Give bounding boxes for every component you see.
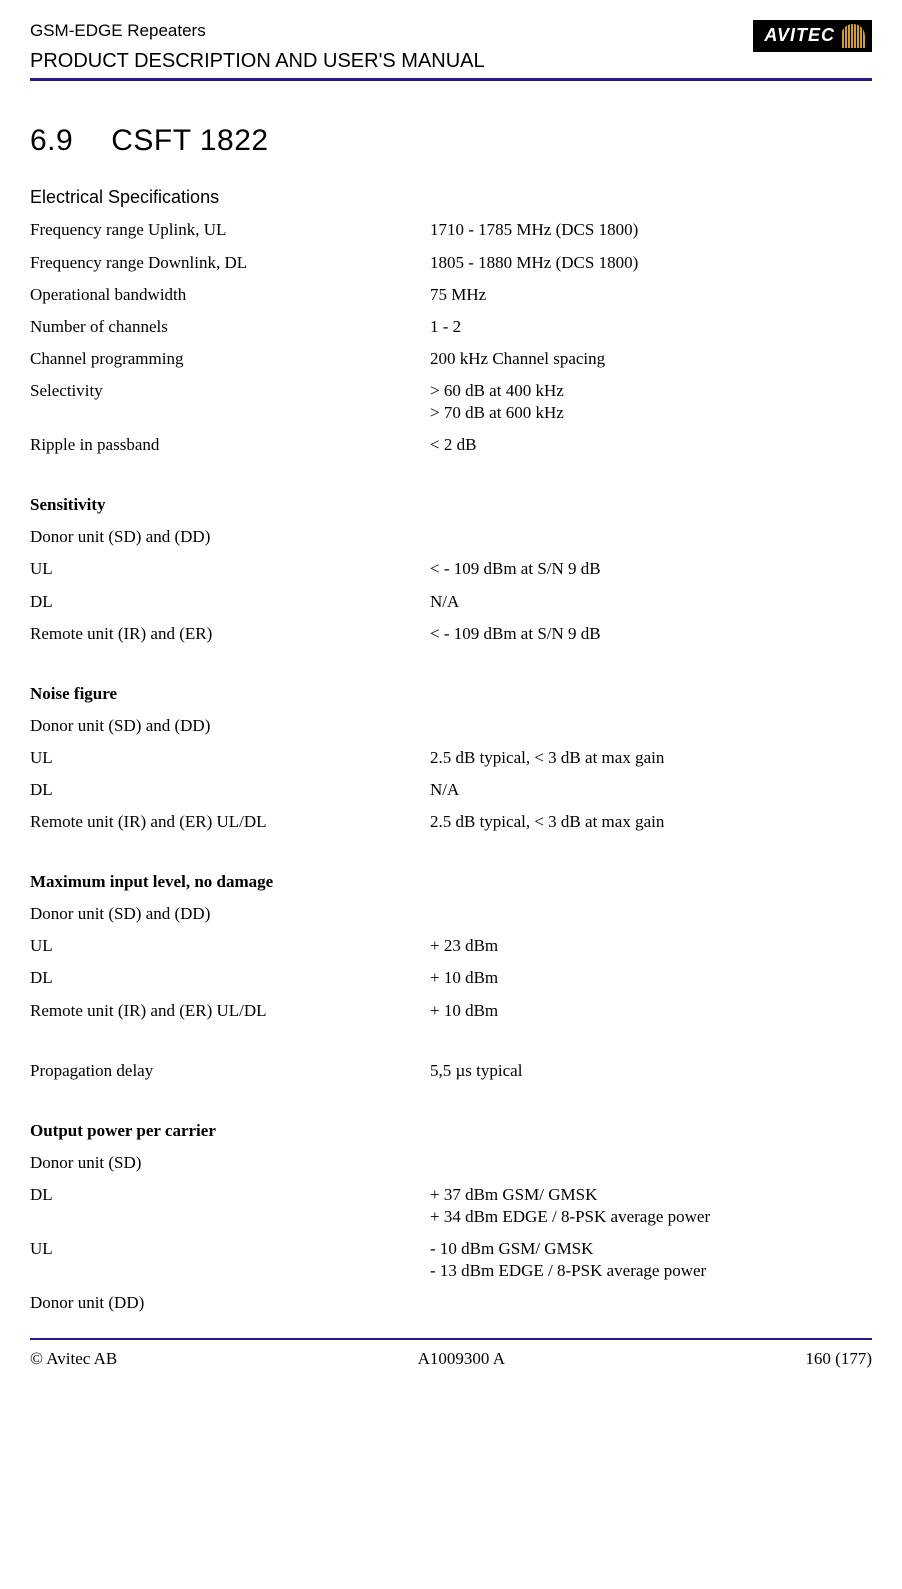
spec-label: Donor unit (SD) and (DD): [30, 526, 430, 548]
spec-label: UL: [30, 747, 430, 769]
spec-row: Number of channels 1 - 2: [30, 316, 872, 338]
spec-value: [430, 1152, 872, 1174]
spec-label: UL: [30, 935, 430, 957]
spec-row: Operational bandwidth 75 MHz: [30, 284, 872, 306]
spec-label: Number of channels: [30, 316, 430, 338]
propagation-value: 5,5 µs typical: [430, 1060, 872, 1082]
spec-label: Donor unit (DD): [30, 1292, 430, 1314]
spec-row: Donor unit (SD) and (DD): [30, 526, 872, 548]
spec-value: < - 109 dBm at S/N 9 dB: [430, 558, 872, 580]
spec-row: Channel programming 200 kHz Channel spac…: [30, 348, 872, 370]
spec-row: Donor unit (SD) and (DD): [30, 903, 872, 925]
spec-label: Frequency range Uplink, UL: [30, 219, 430, 241]
section-title: 6.9 CSFT 1822: [30, 121, 872, 160]
spec-label: Donor unit (SD) and (DD): [30, 903, 430, 925]
footer-copyright: © Avitec AB: [30, 1348, 117, 1370]
spec-label: DL: [30, 779, 430, 801]
spec-row: Donor unit (SD) and (DD): [30, 715, 872, 737]
spec-value: + 10 dBm: [430, 967, 872, 989]
spec-row: Propagation delay 5,5 µs typical: [30, 1060, 872, 1082]
spec-value: 2.5 dB typical, < 3 dB at max gain: [430, 811, 872, 833]
spec-label: Donor unit (SD) and (DD): [30, 715, 430, 737]
spec-row: Remote unit (IR) and (ER) < - 109 dBm at…: [30, 623, 872, 645]
spec-value: < - 109 dBm at S/N 9 dB: [430, 623, 872, 645]
spec-label: Remote unit (IR) and (ER): [30, 623, 430, 645]
spec-row: UL + 23 dBm: [30, 935, 872, 957]
page-header: GSM-EDGE Repeaters PRODUCT DESCRIPTION A…: [30, 20, 872, 74]
noise-heading: Noise figure: [30, 683, 430, 705]
spec-row: Remote unit (IR) and (ER) UL/DL 2.5 dB t…: [30, 811, 872, 833]
spec-value: N/A: [430, 591, 872, 613]
spec-label: DL: [30, 591, 430, 613]
logo-text: AVITEC: [764, 24, 835, 47]
spec-label: Channel programming: [30, 348, 430, 370]
header-manual-title: PRODUCT DESCRIPTION AND USER'S MANUAL: [30, 48, 485, 74]
footer-page: 160 (177): [805, 1348, 872, 1370]
group-heading-row: Output power per carrier: [30, 1120, 872, 1142]
spec-value: [430, 903, 872, 925]
group-heading-row: Sensitivity: [30, 494, 872, 516]
spec-label: UL: [30, 1238, 430, 1282]
spec-label: Ripple in passband: [30, 434, 430, 456]
sensitivity-heading: Sensitivity: [30, 494, 430, 516]
spec-row: Donor unit (SD): [30, 1152, 872, 1174]
spec-value: [430, 1292, 872, 1314]
spec-value: < 2 dB: [430, 434, 872, 456]
spec-value: + 10 dBm: [430, 1000, 872, 1022]
spec-value: 1710 - 1785 MHz (DCS 1800): [430, 219, 872, 241]
spec-label: DL: [30, 1184, 430, 1228]
spec-label: Selectivity: [30, 380, 430, 424]
spec-label: Remote unit (IR) and (ER) UL/DL: [30, 1000, 430, 1022]
spec-label: DL: [30, 967, 430, 989]
spec-value: 200 kHz Channel spacing: [430, 348, 872, 370]
spec-row: DL N/A: [30, 591, 872, 613]
header-text-block: GSM-EDGE Repeaters PRODUCT DESCRIPTION A…: [30, 20, 485, 74]
spec-row: Remote unit (IR) and (ER) UL/DL + 10 dBm: [30, 1000, 872, 1022]
propagation-label: Propagation delay: [30, 1060, 430, 1082]
spec-value: 2.5 dB typical, < 3 dB at max gain: [430, 747, 872, 769]
spec-label: Frequency range Downlink, DL: [30, 252, 430, 274]
page-footer: © Avitec AB A1009300 A 160 (177): [30, 1348, 872, 1370]
spec-row: Selectivity > 60 dB at 400 kHz> 70 dB at…: [30, 380, 872, 424]
spec-value: + 37 dBm GSM/ GMSK+ 34 dBm EDGE / 8-PSK …: [430, 1184, 872, 1228]
spec-row: DL + 37 dBm GSM/ GMSK+ 34 dBm EDGE / 8-P…: [30, 1184, 872, 1228]
spec-row: DL + 10 dBm: [30, 967, 872, 989]
group-heading-row: Noise figure: [30, 683, 872, 705]
spec-value: + 23 dBm: [430, 935, 872, 957]
header-divider: [30, 78, 872, 81]
section-number: 6.9: [30, 124, 73, 157]
section-name: CSFT 1822: [111, 124, 268, 157]
spec-row: Frequency range Downlink, DL 1805 - 1880…: [30, 252, 872, 274]
spec-row: DL N/A: [30, 779, 872, 801]
company-logo: AVITEC: [753, 20, 872, 52]
logo-sun-icon: [841, 24, 865, 48]
spec-value: > 60 dB at 400 kHz> 70 dB at 600 kHz: [430, 380, 872, 424]
spec-value: [430, 715, 872, 737]
footer-divider: [30, 1338, 872, 1340]
group-heading-row: Maximum input level, no damage: [30, 871, 872, 893]
spec-value: 1805 - 1880 MHz (DCS 1800): [430, 252, 872, 274]
spec-row: UL 2.5 dB typical, < 3 dB at max gain: [30, 747, 872, 769]
spec-row: Frequency range Uplink, UL 1710 - 1785 M…: [30, 219, 872, 241]
output-heading: Output power per carrier: [30, 1120, 430, 1142]
spec-value: [430, 526, 872, 548]
spec-value: N/A: [430, 779, 872, 801]
header-product-line: GSM-EDGE Repeaters: [30, 20, 485, 42]
maxinput-heading: Maximum input level, no damage: [30, 871, 430, 893]
spec-row: Donor unit (DD): [30, 1292, 872, 1314]
spec-value: 75 MHz: [430, 284, 872, 306]
spec-label: Remote unit (IR) and (ER) UL/DL: [30, 811, 430, 833]
spec-label: UL: [30, 558, 430, 580]
spec-row: UL - 10 dBm GSM/ GMSK- 13 dBm EDGE / 8-P…: [30, 1238, 872, 1282]
electrical-heading: Electrical Specifications: [30, 186, 872, 209]
spec-label: Donor unit (SD): [30, 1152, 430, 1174]
spec-value: - 10 dBm GSM/ GMSK- 13 dBm EDGE / 8-PSK …: [430, 1238, 872, 1282]
spec-value: 1 - 2: [430, 316, 872, 338]
footer-docnum: A1009300 A: [418, 1348, 505, 1370]
spec-label: Operational bandwidth: [30, 284, 430, 306]
spec-row: UL < - 109 dBm at S/N 9 dB: [30, 558, 872, 580]
spec-row: Ripple in passband < 2 dB: [30, 434, 872, 456]
